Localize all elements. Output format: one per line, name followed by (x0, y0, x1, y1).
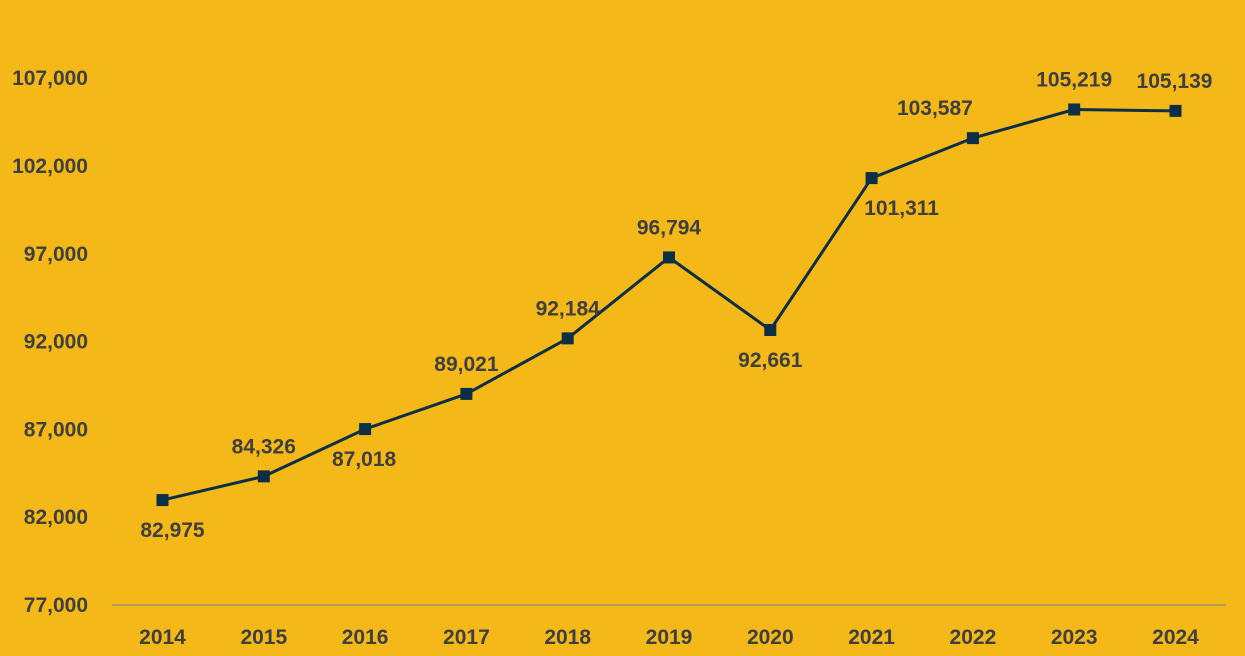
y-tick-label: 107,000 (12, 67, 88, 90)
data-label: 101,311 (864, 197, 939, 220)
x-tick-label: 2020 (747, 626, 794, 649)
data-point-marker (663, 251, 675, 264)
data-point-marker (561, 332, 574, 345)
x-tick-label: 2023 (1051, 626, 1098, 649)
data-label: 96,794 (637, 216, 702, 239)
data-labels: 82,975 84,326 87,018 89,021 92,184 96,794 92,6… (140, 68, 1212, 542)
x-tick-label: 2015 (240, 626, 287, 649)
data-label: 105,219 (1036, 68, 1112, 91)
data-label: 89,021 (434, 353, 499, 376)
y-tick-label: 97,000 (24, 243, 88, 266)
data-point-marker (257, 470, 270, 483)
y-tick-label: 102,000 (12, 155, 88, 178)
data-point-marker (764, 323, 777, 336)
data-label: 87,018 (332, 448, 397, 471)
x-tick-label: 2016 (342, 626, 389, 649)
series-line (162, 108, 1176, 502)
data-label: 92,661 (738, 349, 803, 372)
data-point-marker (359, 423, 372, 436)
x-tick-label: 2017 (443, 626, 490, 649)
x-tick-label: 2024 (1152, 626, 1199, 649)
x-tick-label: 2021 (848, 626, 895, 649)
y-tick-label: 82,000 (24, 506, 88, 529)
data-point-marker (966, 132, 979, 145)
data-point-marker (1169, 104, 1182, 117)
data-label: 84,326 (232, 435, 296, 458)
data-markers (156, 103, 1182, 507)
y-tick-label: 92,000 (24, 331, 88, 354)
x-axis-tick-labels: 2014 2015 2016 2017 2018 2019 2020 2021 2022 2023… (139, 626, 1199, 649)
data-label: 92,184 (536, 297, 601, 320)
data-label: 103,587 (897, 97, 973, 120)
y-tick-label: 87,000 (24, 418, 88, 441)
data-label: 82,975 (140, 519, 205, 542)
data-point-marker (1068, 103, 1081, 116)
x-tick-label: 2018 (544, 626, 591, 649)
data-point-marker (460, 387, 473, 400)
data-label: 105,139 (1137, 70, 1213, 93)
data-point-marker (865, 172, 878, 185)
x-tick-label: 2022 (950, 626, 997, 649)
data-point-marker (156, 494, 169, 507)
x-tick-label: 2014 (139, 626, 186, 649)
x-tick-label: 2019 (646, 626, 693, 649)
y-tick-label: 77,000 (24, 594, 88, 617)
y-axis-tick-labels: 77,000 82,000 87,000 92,000 97,000 102,000 107… (12, 67, 88, 617)
